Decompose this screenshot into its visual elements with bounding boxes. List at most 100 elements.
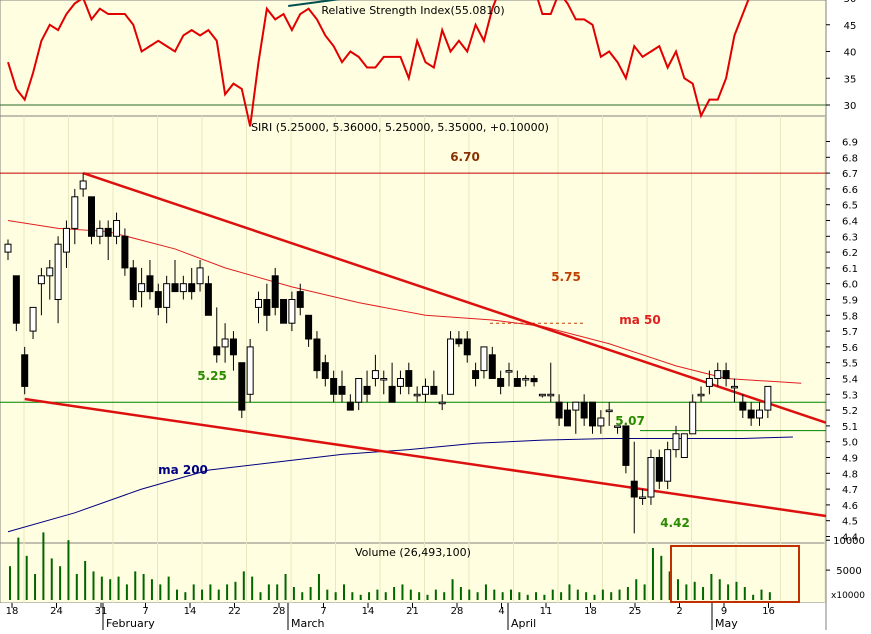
candle-body <box>96 227 104 237</box>
candle-body <box>689 401 697 435</box>
candle-body <box>664 449 672 482</box>
volume-unit-label: x10000 <box>831 591 865 601</box>
candle-body <box>163 283 171 308</box>
date-tick-label: 7 <box>142 606 148 617</box>
candle-body <box>288 299 296 324</box>
price-y-tick-label: 6.9 <box>842 138 858 149</box>
candle-body <box>363 385 371 395</box>
level-label-5-25: 5.25 <box>197 369 227 383</box>
candle-body <box>129 267 137 300</box>
rsi-y-tick-label: 50 <box>844 0 857 5</box>
month-label: February <box>106 617 155 630</box>
candle-body <box>346 401 354 411</box>
candle-body <box>547 393 555 397</box>
candle-body <box>280 299 288 324</box>
candle-body <box>37 275 45 285</box>
candle-body <box>213 346 221 356</box>
candle-body <box>655 457 663 482</box>
price-y-tick-label: 4.8 <box>842 469 858 480</box>
candle-body <box>88 196 95 237</box>
price-y-tick-label: 5.0 <box>842 438 858 449</box>
candle-body <box>29 306 37 332</box>
candle-body <box>505 370 513 373</box>
level-label-5-07: 5.07 <box>615 414 645 428</box>
candle-body <box>238 362 246 411</box>
price-y-tick-label: 6.2 <box>842 248 858 259</box>
candle-body <box>255 299 262 308</box>
price-y-tick-label: 6.5 <box>842 201 858 212</box>
candle-body <box>563 409 571 427</box>
candle-body <box>538 393 546 397</box>
candle-body <box>555 401 563 419</box>
candle-body <box>455 338 463 345</box>
ma200-label: ma 200 <box>158 463 208 477</box>
candle-body <box>513 378 521 387</box>
rsi-y-tick-label: 35 <box>844 74 857 85</box>
candle-body <box>422 385 429 395</box>
candle-body <box>138 283 146 293</box>
price-title: SIRI (5.25000, 5.36000, 5.25000, 5.35000… <box>251 121 549 134</box>
date-tick-label: 11 <box>540 606 553 617</box>
candle-body <box>229 338 237 356</box>
date-tick-label: 22 <box>228 606 241 617</box>
candle-body <box>196 267 204 285</box>
price-y-tick-label: 5.5 <box>842 359 858 370</box>
price-y-tick-label: 5.3 <box>842 390 858 401</box>
candle-body <box>388 385 396 403</box>
month-label: March <box>291 617 325 630</box>
candle-body <box>605 409 613 413</box>
candle-body <box>739 401 747 411</box>
candle-body <box>497 378 505 387</box>
rsi-series <box>7 0 750 127</box>
candle-body <box>380 378 388 381</box>
candle-body <box>271 275 279 308</box>
price-y-tick-label: 6.7 <box>842 169 858 180</box>
candle-body <box>522 378 530 381</box>
grid-lines <box>0 104 826 603</box>
candle-body <box>647 457 655 498</box>
resistance-trendline <box>82 171 827 424</box>
candle-body <box>396 378 404 387</box>
candle-body <box>697 393 705 397</box>
candle-body <box>580 401 588 419</box>
candle-body <box>463 338 471 356</box>
candle-body <box>296 291 304 308</box>
candle-body <box>405 370 413 387</box>
volume-panel-background <box>0 542 827 604</box>
price-y-tick-label: 5.2 <box>842 406 858 417</box>
candle-body <box>12 275 20 324</box>
level-label-6-70: 6.70 <box>450 150 480 164</box>
candle-body <box>714 370 722 380</box>
volume-y-tick-label: 10000 <box>833 536 865 547</box>
candle-body <box>622 425 630 466</box>
candle-body <box>756 409 763 419</box>
price-y-tick-label: 4.9 <box>842 454 858 465</box>
candle-body <box>639 496 647 499</box>
date-tick-label: 14 <box>362 606 375 617</box>
candle-body <box>321 362 329 380</box>
candle-body <box>188 283 196 293</box>
price-y-tick-label: 5.6 <box>842 343 858 354</box>
candle-body <box>146 275 154 293</box>
candle-body <box>46 267 54 277</box>
date-tick-label: 24 <box>50 606 63 617</box>
price-y-tick-label: 5.4 <box>842 375 858 386</box>
candle-body <box>71 196 79 229</box>
candle-body <box>113 220 121 237</box>
candle-body <box>730 385 738 389</box>
candle-body <box>179 283 187 293</box>
support-trendline <box>24 397 827 518</box>
price-y-tick-label: 5.7 <box>842 327 858 338</box>
date-tick-label: 18 <box>6 606 19 617</box>
candle-body <box>62 227 70 253</box>
trendlines <box>24 171 827 518</box>
price-y-tick-label: 5.1 <box>842 422 858 433</box>
candle-body <box>171 283 179 293</box>
price-y-tick-label: 5.8 <box>842 311 858 322</box>
price-y-tick-label: 6.3 <box>842 232 858 243</box>
date-tick-label: 4 <box>498 606 504 617</box>
volume-highlight-box <box>670 545 800 603</box>
date-tick-label: 25 <box>629 606 642 617</box>
date-tick-label: 31 <box>95 606 108 617</box>
horizontal-levels <box>0 172 826 432</box>
